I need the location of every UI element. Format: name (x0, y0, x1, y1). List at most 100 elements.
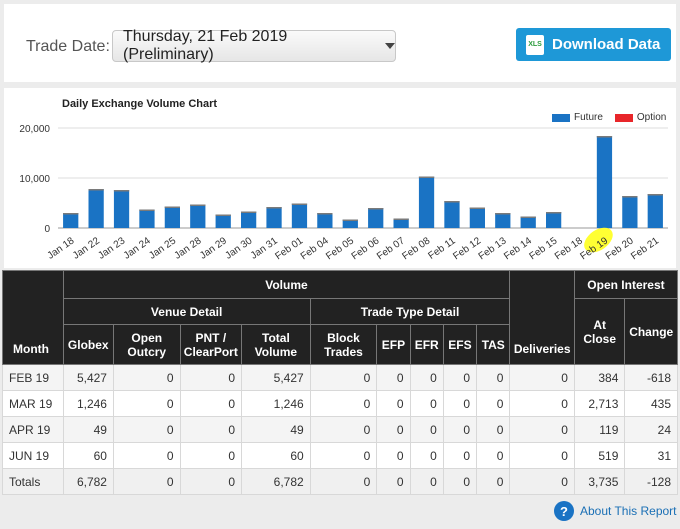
bar-future[interactable] (469, 207, 485, 229)
group-volume: Volume (62, 270, 511, 299)
col-at-close: At Close (573, 298, 626, 365)
cell-block: 0 (309, 442, 378, 469)
x-tick-label: Feb 05 (324, 235, 356, 262)
x-tick-label: Feb 21 (629, 235, 661, 262)
cell-efr: 0 (409, 416, 444, 443)
cell-change: -618 (624, 364, 678, 391)
trade-date-value: Thursday, 21 Feb 2019 (Preliminary) (123, 28, 288, 63)
chart-title: Daily Exchange Volume Chart (62, 98, 218, 110)
legend-future-swatch (552, 113, 570, 122)
totals-change: -128 (624, 468, 678, 495)
cell-globex: 60 (62, 442, 114, 469)
bar-future[interactable] (393, 218, 409, 229)
bar-cap (317, 213, 333, 215)
table-row: FEB 19 5,427 0 0 5,427 0 0 0 0 0 0 384 -618 (2, 364, 678, 391)
bar-future[interactable] (418, 176, 435, 229)
col-efs: EFS (442, 324, 478, 365)
cell-globex: 5,427 (62, 364, 114, 391)
cell-globex: 1,246 (62, 390, 114, 417)
cell-pnt: 0 (179, 390, 243, 417)
bar-cap (546, 212, 562, 214)
bar-cap (418, 176, 435, 178)
bar-future[interactable] (63, 213, 79, 228)
cell-block: 0 (309, 364, 378, 391)
bar-future[interactable] (291, 203, 308, 229)
table-row: MAR 19 1,246 0 0 1,246 0 0 0 0 0 0 2,713 435 (2, 390, 678, 417)
bar-future[interactable] (647, 194, 663, 228)
bar-cap (164, 206, 180, 208)
bar-cap (520, 216, 536, 218)
download-data-label: Download Data (552, 36, 661, 53)
bar-future[interactable] (190, 204, 206, 229)
about-report-link[interactable]: ? About This Report (554, 501, 677, 521)
cell-efs: 0 (442, 442, 478, 469)
bar-cap (444, 201, 460, 203)
cell-tas: 0 (476, 390, 511, 417)
cell-change: 435 (624, 390, 678, 417)
bar-cap (291, 203, 308, 205)
group-open-interest: Open Interest (573, 270, 679, 299)
x-tick-label: Feb 18 (553, 235, 585, 262)
bar-future[interactable] (342, 219, 358, 229)
trade-date-select[interactable]: Thursday, 21 Feb 2019 (Preliminary) (112, 28, 396, 63)
legend-future-label[interactable]: Future (574, 112, 603, 123)
volume-table-container: Month Volume Deliveries Open Interest Ve… (0, 270, 680, 496)
legend-option-label[interactable]: Option (636, 112, 667, 123)
bar-future[interactable] (113, 190, 130, 228)
x-tick-label: Jan 30 (223, 235, 254, 261)
cell-deliveries: 0 (509, 416, 575, 443)
x-tick-label: Jan 22 (71, 235, 102, 261)
cell-efp: 0 (376, 442, 411, 469)
bar-cap (469, 207, 485, 209)
x-tick-label: Jan 24 (122, 235, 153, 261)
x-tick-label: Feb 13 (477, 235, 509, 262)
bar-future[interactable] (266, 207, 282, 228)
bar-future[interactable] (596, 136, 613, 228)
bar-future[interactable] (520, 216, 536, 229)
col-block-trades: Block Trades (309, 324, 378, 365)
bar-future[interactable] (368, 208, 384, 228)
bar-future[interactable] (241, 211, 257, 229)
bar-future[interactable] (444, 201, 460, 228)
cell-efp: 0 (376, 416, 411, 443)
table-row: APR 19 49 0 0 49 0 0 0 0 0 0 119 24 (2, 416, 678, 443)
x-tick-label: Feb 01 (273, 235, 305, 262)
bar-cap (241, 211, 257, 213)
highlight-marker (584, 227, 613, 253)
x-tick-label: Feb 04 (299, 235, 331, 262)
col-open-outcry: Open Outcry (112, 324, 181, 365)
bar-future[interactable] (495, 213, 511, 228)
bar-future[interactable] (622, 196, 638, 228)
volume-table: Month Volume Deliveries Open Interest Ve… (2, 270, 679, 495)
x-tick-label: Feb 06 (350, 235, 382, 262)
cell-efp: 0 (376, 390, 411, 417)
bar-future[interactable] (88, 189, 104, 228)
cell-efr: 0 (409, 442, 444, 469)
download-data-button[interactable]: XLS Download Data (516, 28, 671, 61)
cell-deliveries: 0 (509, 364, 575, 391)
bar-future[interactable] (139, 209, 155, 229)
bar-future[interactable] (317, 213, 333, 228)
y-tick-label: 10,000 (19, 174, 50, 185)
cell-pnt: 0 (179, 442, 243, 469)
bar-cap (190, 204, 206, 206)
col-month: Month (2, 270, 64, 365)
cell-total: 60 (241, 442, 311, 469)
col-efp: EFP (376, 324, 411, 365)
cell-tas: 0 (476, 416, 511, 443)
cell-at-close: 2,713 (573, 390, 626, 417)
cell-efs: 0 (442, 364, 478, 391)
cell-at-close: 384 (573, 364, 626, 391)
bar-future[interactable] (164, 206, 180, 229)
bar-future[interactable] (546, 212, 562, 228)
x-tick-label: Jan 25 (147, 235, 178, 261)
bar-future[interactable] (215, 214, 231, 229)
totals-tas: 0 (476, 468, 511, 495)
bar-cap (113, 190, 130, 192)
cell-deliveries: 0 (509, 442, 575, 469)
x-tick-label: Feb 12 (451, 235, 483, 262)
y-tick-label: 0 (44, 224, 50, 235)
x-tick-label: Jan 28 (173, 235, 204, 261)
table-row: JUN 19 60 0 0 60 0 0 0 0 0 0 519 31 (2, 442, 678, 469)
cell-change: 31 (624, 442, 678, 469)
